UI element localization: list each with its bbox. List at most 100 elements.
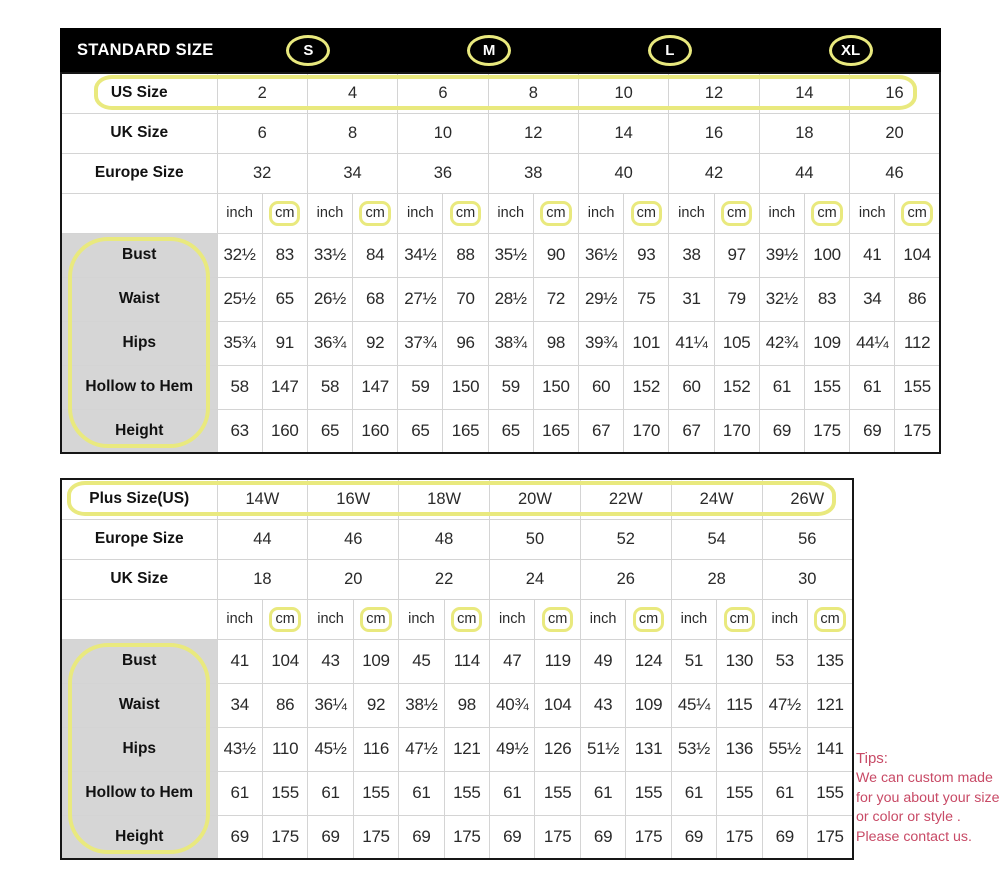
measure-cell: 114 (443, 638, 491, 684)
size-cell: 10 (397, 112, 489, 154)
measure-cell: 165 (442, 408, 489, 454)
measure-cell: 98 (443, 682, 491, 728)
cm-highlight-badge: cm (451, 606, 483, 632)
measure-cell: 39½ (758, 232, 805, 278)
measure-cell: 31 (668, 276, 715, 322)
measure-cell: 104 (894, 232, 941, 278)
cm-highlight-badge: cm (269, 606, 301, 632)
cm-highlight-badge: cm (540, 200, 572, 226)
row-label: Plus Size(US) (60, 478, 218, 520)
measure-cell: 92 (352, 320, 399, 366)
size-cell: 16 (849, 72, 941, 114)
measure-cell: 75 (623, 276, 670, 322)
measure-cell: 175 (261, 814, 309, 860)
measure-row: Hollow to Hem 61 155 61 155 61 155 61 155 61 155 61… (60, 770, 854, 816)
size-group-letter-highlighted: XL (828, 34, 873, 66)
size-cell: 50 (489, 518, 581, 560)
measure-cell: 61 (489, 770, 536, 816)
measure-cell: 26½ (306, 276, 354, 322)
measure-cell: 119 (534, 638, 581, 684)
measure-cell: 84 (352, 232, 399, 278)
unit-cell-inch: inch (579, 598, 627, 640)
unit-cell-inch: inch (398, 598, 445, 640)
measure-cell: 110 (261, 726, 309, 772)
unit-cell-cm: cm (352, 192, 399, 234)
measure-cell: 32½ (216, 232, 263, 278)
size-cell: 32 (216, 152, 308, 194)
size-row: Europe Size 44 46 48 50 52 54 56 (60, 518, 854, 560)
measure-cell: 65 (306, 408, 354, 454)
unit-cell-cm: cm (716, 598, 763, 640)
measure-cell: 43 (579, 682, 627, 728)
measure-cell: 135 (806, 638, 854, 684)
unit-cell-inch: inch (489, 598, 536, 640)
measure-cell: 175 (625, 814, 672, 860)
measure-cell: 61 (579, 770, 627, 816)
size-cell: 8 (487, 72, 580, 114)
measure-cell: 69 (398, 814, 445, 860)
measure-cell: 93 (623, 232, 670, 278)
measure-cell: 121 (806, 682, 854, 728)
unit-row: inch cm inch cm inch cm inch cm inch cm inch cm inch… (60, 598, 854, 640)
unit-cell-inch: inch (216, 598, 263, 640)
measure-cell: 39¾ (577, 320, 625, 366)
measure-cell: 47 (489, 638, 536, 684)
size-cell: 34 (306, 152, 399, 194)
size-cell: 22 (398, 558, 491, 600)
measure-cell: 38½ (398, 682, 445, 728)
measure-cell: 69 (758, 408, 805, 454)
measure-cell: 147 (352, 364, 399, 410)
size-group-letter-highlighted: S (286, 34, 331, 66)
measure-cell: 68 (352, 276, 399, 322)
size-cell: 4 (306, 72, 399, 114)
measure-cell: 92 (352, 682, 400, 728)
measure-cell: 86 (261, 682, 309, 728)
size-cell: 20W (489, 478, 581, 520)
size-cell: 14W (216, 478, 309, 520)
measure-cell: 136 (716, 726, 763, 772)
measure-cell: 53½ (670, 726, 718, 772)
unit-cell-cm: cm (534, 598, 581, 640)
measure-cell: 175 (352, 814, 400, 860)
size-cell: 20 (849, 112, 941, 154)
unit-cell-cm: cm (623, 192, 670, 234)
unit-row-spacer (60, 598, 218, 640)
size-cell: 12 (487, 112, 580, 154)
measure-cell: 72 (532, 276, 580, 322)
measure-cell: 59 (397, 364, 444, 410)
unit-cell-inch: inch (849, 192, 896, 234)
size-cell: 38 (487, 152, 580, 194)
measure-cell: 88 (442, 232, 489, 278)
standard-size-title: STANDARD SIZE (77, 40, 214, 59)
measure-cell: 69 (307, 814, 354, 860)
size-row: Plus Size(US) 14W 16W 18W 20W 22W 24W 26W (60, 478, 854, 520)
plus-size-grid: Plus Size(US) 14W 16W 18W 20W 22W 24W 26W Europe… (60, 478, 854, 860)
unit-cell-inch: inch (487, 192, 534, 234)
measure-cell: 155 (352, 770, 400, 816)
size-cell: 16W (307, 478, 400, 520)
size-cell: 26W (761, 478, 854, 520)
measure-cell: 53 (761, 638, 808, 684)
measure-cell: 43½ (216, 726, 263, 772)
size-cell: 10 (577, 72, 670, 114)
cm-highlight-badge: cm (449, 200, 482, 226)
size-cell: 28 (670, 558, 763, 600)
measure-row: Hollow to Hem 58 147 58 147 59 150 59 150 60 152 60… (60, 364, 941, 410)
measure-cell: 28½ (487, 276, 534, 322)
size-cell: 14 (758, 72, 851, 114)
measure-row-label: Hips (60, 726, 218, 772)
measure-cell: 175 (894, 408, 941, 454)
measure-cell: 69 (216, 814, 263, 860)
measure-cell: 175 (803, 408, 851, 454)
measure-cell: 60 (668, 364, 715, 410)
size-cell: 46 (307, 518, 400, 560)
measure-cell: 112 (894, 320, 941, 366)
measure-cell: 49 (579, 638, 627, 684)
measure-row-label: Waist (60, 682, 218, 728)
size-cell: 18W (398, 478, 491, 520)
measure-cell: 165 (532, 408, 580, 454)
size-cell: 46 (849, 152, 941, 194)
measure-cell: 45½ (307, 726, 354, 772)
size-cell: 6 (397, 72, 489, 114)
size-cell: 26 (579, 558, 672, 600)
